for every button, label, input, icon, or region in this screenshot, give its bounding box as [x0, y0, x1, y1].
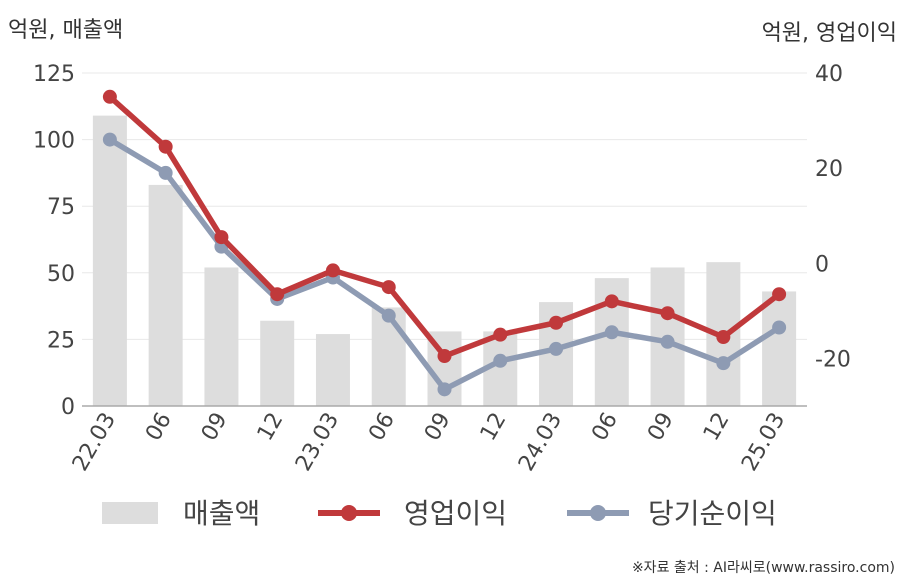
x-tick-label: 06 — [141, 409, 177, 446]
legend-label: 매출액 — [183, 497, 260, 530]
legend-swatch-marker — [590, 505, 606, 521]
left-tick-label: 25 — [47, 328, 75, 353]
line-point — [381, 308, 396, 323]
right-axis-ticks: -20 0 20 40 — [815, 62, 851, 372]
x-tick-label: 24.03 — [514, 409, 567, 476]
x-tick-label: 12 — [253, 409, 289, 446]
line-point — [660, 334, 675, 349]
left-axis-title: 억원, 매출액 — [8, 18, 123, 43]
line-point — [158, 165, 173, 180]
left-tick-label: 125 — [33, 62, 75, 87]
line-point — [772, 320, 787, 335]
line-point — [381, 280, 396, 295]
right-tick-label: 0 — [815, 252, 829, 277]
right-tick-label: -20 — [815, 347, 851, 372]
bar — [315, 334, 350, 406]
line-point — [604, 325, 619, 340]
bar — [148, 184, 183, 406]
line-point — [716, 330, 731, 345]
bar-series — [92, 115, 797, 407]
x-tick-label: 09 — [420, 409, 456, 446]
source-note: ※자료 출처 : AI라씨로(www.rassiro.com) — [632, 560, 895, 576]
x-tick-label: 09 — [197, 409, 233, 446]
right-axis-title: 억원, 영업이익 — [762, 21, 897, 46]
line-point — [716, 356, 731, 371]
line-point — [437, 349, 452, 364]
left-tick-label: 50 — [47, 262, 75, 287]
x-tick-label: 09 — [643, 409, 679, 446]
line-point — [325, 263, 340, 278]
right-tick-label: 40 — [815, 62, 843, 87]
line-point — [214, 230, 229, 245]
line-series — [102, 89, 787, 397]
left-tick-label: 100 — [33, 129, 75, 154]
x-tick-label: 22.03 — [68, 409, 121, 476]
x-tick-label: 12 — [476, 409, 512, 446]
line-point — [772, 287, 787, 302]
line-point — [493, 327, 508, 342]
x-tick-label: 06 — [587, 409, 623, 446]
left-tick-label: 75 — [47, 195, 75, 220]
line-point — [102, 132, 117, 147]
line-point — [493, 353, 508, 368]
x-tick-label: 25.03 — [737, 409, 790, 476]
x-tick-label: 23.03 — [291, 409, 344, 476]
left-axis-ticks: 0 25 50 75 100 125 — [33, 62, 75, 420]
bar — [371, 307, 406, 406]
legend-label: 당기순이익 — [648, 497, 777, 530]
x-tick-label: 12 — [699, 409, 735, 446]
bar — [204, 267, 239, 406]
bar — [260, 320, 295, 406]
line-point — [158, 139, 173, 154]
line-point — [604, 294, 619, 309]
line-point — [549, 315, 564, 330]
legend-label: 영업이익 — [404, 497, 507, 530]
legend: 매출액 영업이익 당기순이익 — [102, 497, 777, 530]
line-point — [549, 341, 564, 356]
x-tick-label: 06 — [364, 409, 400, 446]
legend-swatch-marker — [341, 505, 357, 521]
right-tick-label: 20 — [815, 157, 843, 182]
x-axis-ticks: 22.03 06 09 12 23.03 06 09 12 24.03 06 09 12 25.03 — [68, 409, 790, 476]
line-point — [660, 306, 675, 321]
line-point — [270, 287, 285, 302]
line-point — [437, 382, 452, 397]
left-tick-label: 0 — [61, 395, 75, 420]
bar — [92, 115, 127, 407]
legend-swatch-bar — [102, 502, 158, 524]
bar — [762, 291, 797, 406]
line-point — [102, 89, 117, 104]
